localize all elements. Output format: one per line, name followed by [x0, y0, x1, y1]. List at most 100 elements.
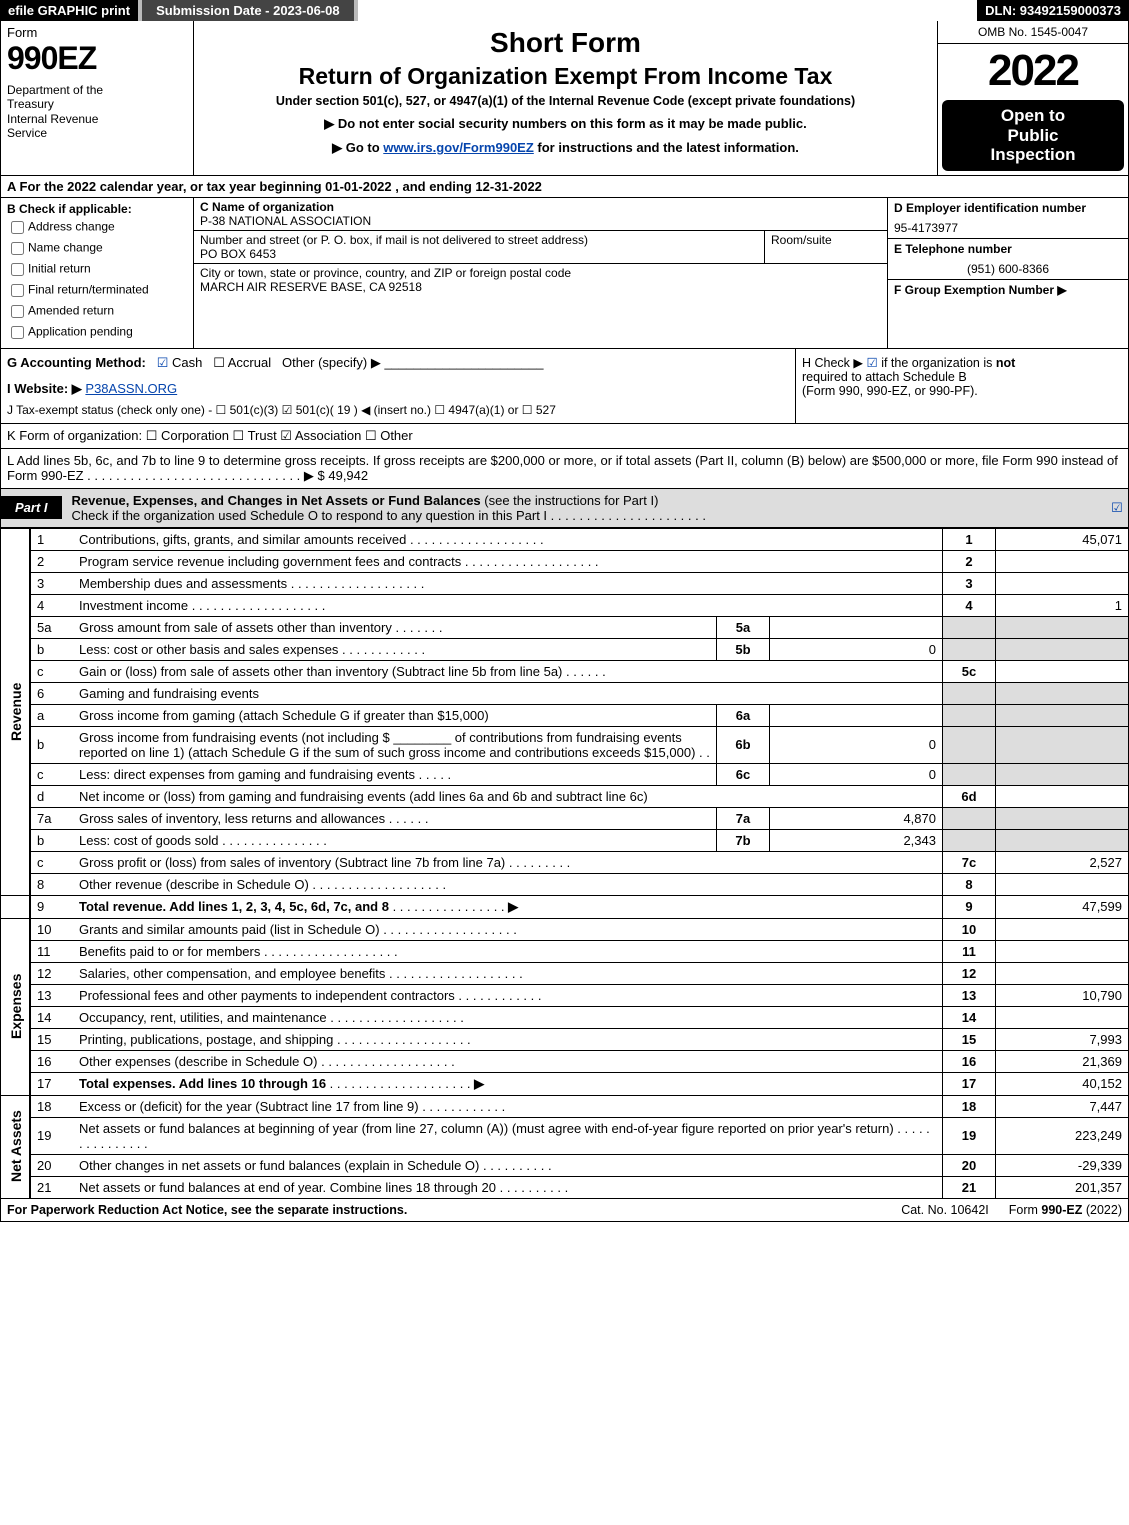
city-value: MARCH AIR RESERVE BASE, CA 92518	[200, 280, 881, 294]
line-num: 18	[30, 1095, 73, 1117]
line-rnum: 2	[943, 550, 996, 572]
line-value-shaded	[996, 807, 1129, 829]
line-num: 1	[30, 528, 73, 550]
section-c: C Name of organization P-38 NATIONAL ASS…	[194, 198, 887, 348]
expenses-side-label: Expenses	[1, 918, 31, 1095]
line-desc: Grants and similar amounts paid (list in…	[73, 918, 943, 940]
line-rnum-shaded	[943, 638, 996, 660]
sub-num: 5a	[717, 616, 770, 638]
line-desc: Gross income from fundraising events (no…	[73, 726, 717, 763]
chk-name-change-box[interactable]	[11, 242, 24, 255]
chk-initial-return[interactable]: Initial return	[7, 260, 187, 279]
dln-label: DLN: 93492159000373	[977, 0, 1129, 21]
chk-final-return-box[interactable]	[11, 284, 24, 297]
sub-value: 2,343	[770, 829, 943, 851]
paperwork-notice: For Paperwork Reduction Act Notice, see …	[7, 1203, 881, 1217]
sections-bcd: B Check if applicable: Address change Na…	[0, 198, 1129, 349]
line-value	[996, 940, 1129, 962]
line-rnum-shaded	[943, 704, 996, 726]
line-rnum: 21	[943, 1176, 996, 1198]
sub-value	[770, 616, 943, 638]
chk-address-change-box[interactable]	[11, 221, 24, 234]
part-1-title-text: Revenue, Expenses, and Changes in Net As…	[72, 493, 485, 508]
line-num: 12	[30, 962, 73, 984]
side-spacer	[1, 895, 31, 918]
line-num: a	[30, 704, 73, 726]
sub-num: 7a	[717, 807, 770, 829]
line-rnum: 18	[943, 1095, 996, 1117]
h-pre: H Check ▶	[802, 356, 867, 370]
line-value	[996, 660, 1129, 682]
line-num: 10	[30, 918, 73, 940]
line-rnum-shaded	[943, 682, 996, 704]
section-a-tax-year: A For the 2022 calendar year, or tax yea…	[0, 176, 1129, 198]
top-bar: efile GRAPHIC print Submission Date - 20…	[0, 0, 1129, 21]
line-rnum: 16	[943, 1050, 996, 1072]
tax-year: 2022	[938, 44, 1128, 98]
chk-application-pending[interactable]: Application pending	[7, 323, 187, 342]
line-num: b	[30, 638, 73, 660]
line-num: 11	[30, 940, 73, 962]
chk-address-change[interactable]: Address change	[7, 218, 187, 237]
efile-print-label: efile GRAPHIC print	[0, 0, 138, 21]
line-rnum: 19	[943, 1117, 996, 1154]
line-desc: Investment income	[73, 594, 943, 616]
line-rnum: 10	[943, 918, 996, 940]
ein-label: D Employer identification number	[888, 198, 1128, 218]
h-line2: required to attach Schedule B	[802, 370, 967, 384]
line-rnum-shaded	[943, 616, 996, 638]
line-num: b	[30, 829, 73, 851]
chk-final-return[interactable]: Final return/terminated	[7, 281, 187, 300]
line-rnum: 9	[943, 895, 996, 918]
line-value-shaded	[996, 616, 1129, 638]
ein-value: 95-4173977	[888, 218, 1128, 239]
line-num: 16	[30, 1050, 73, 1072]
line-desc: Less: cost or other basis and sales expe…	[73, 638, 717, 660]
line-num: c	[30, 851, 73, 873]
line-rnum: 13	[943, 984, 996, 1006]
line-desc: Membership dues and assessments	[73, 572, 943, 594]
website-link[interactable]: P38ASSN.ORG	[85, 381, 177, 396]
chk-label: Initial return	[28, 261, 91, 275]
h-not: not	[996, 356, 1015, 370]
addr-label: Number and street (or P. O. box, if mail…	[200, 233, 758, 247]
chk-initial-return-box[interactable]	[11, 263, 24, 276]
line-num: 13	[30, 984, 73, 1006]
line-value: 21,369	[996, 1050, 1129, 1072]
open-to-public-badge: Open toPublicInspection	[942, 100, 1124, 171]
sub-value: 4,870	[770, 807, 943, 829]
line-value	[996, 550, 1129, 572]
form-ref-post: (2022)	[1082, 1203, 1122, 1217]
line-value-shaded	[996, 726, 1129, 763]
line-rnum: 12	[943, 962, 996, 984]
line-rnum: 4	[943, 594, 996, 616]
chk-name-change[interactable]: Name change	[7, 239, 187, 258]
netassets-side-label: Net Assets	[1, 1095, 31, 1198]
line-num: 2	[30, 550, 73, 572]
section-def: D Employer identification number 95-4173…	[887, 198, 1128, 348]
line-rnum: 5c	[943, 660, 996, 682]
line-num: c	[30, 660, 73, 682]
line-value-shaded	[996, 829, 1129, 851]
line-num: d	[30, 785, 73, 807]
chk-application-pending-box[interactable]	[11, 326, 24, 339]
goto-pre: ▶ Go to	[332, 140, 383, 155]
line-rnum: 11	[943, 940, 996, 962]
line-num: 3	[30, 572, 73, 594]
line-num: 9	[30, 895, 73, 918]
org-city-row: City or town, state or province, country…	[194, 264, 887, 296]
chk-amended-return[interactable]: Amended return	[7, 302, 187, 321]
line-num: 15	[30, 1028, 73, 1050]
sub-value	[770, 704, 943, 726]
line-value	[996, 1006, 1129, 1028]
line-desc: Total revenue. Add lines 1, 2, 3, 4, 5c,…	[73, 895, 943, 918]
chk-amended-return-box[interactable]	[11, 305, 24, 318]
line-value: 40,152	[996, 1072, 1129, 1095]
cash-check-icon: ☑	[157, 355, 169, 370]
line-value: 10,790	[996, 984, 1129, 1006]
line-value-shaded	[996, 682, 1129, 704]
sub-num: 7b	[717, 829, 770, 851]
line-value: 7,993	[996, 1028, 1129, 1050]
irs-form-link[interactable]: www.irs.gov/Form990EZ	[383, 140, 534, 155]
part-1-header: Part I Revenue, Expenses, and Changes in…	[0, 489, 1129, 528]
